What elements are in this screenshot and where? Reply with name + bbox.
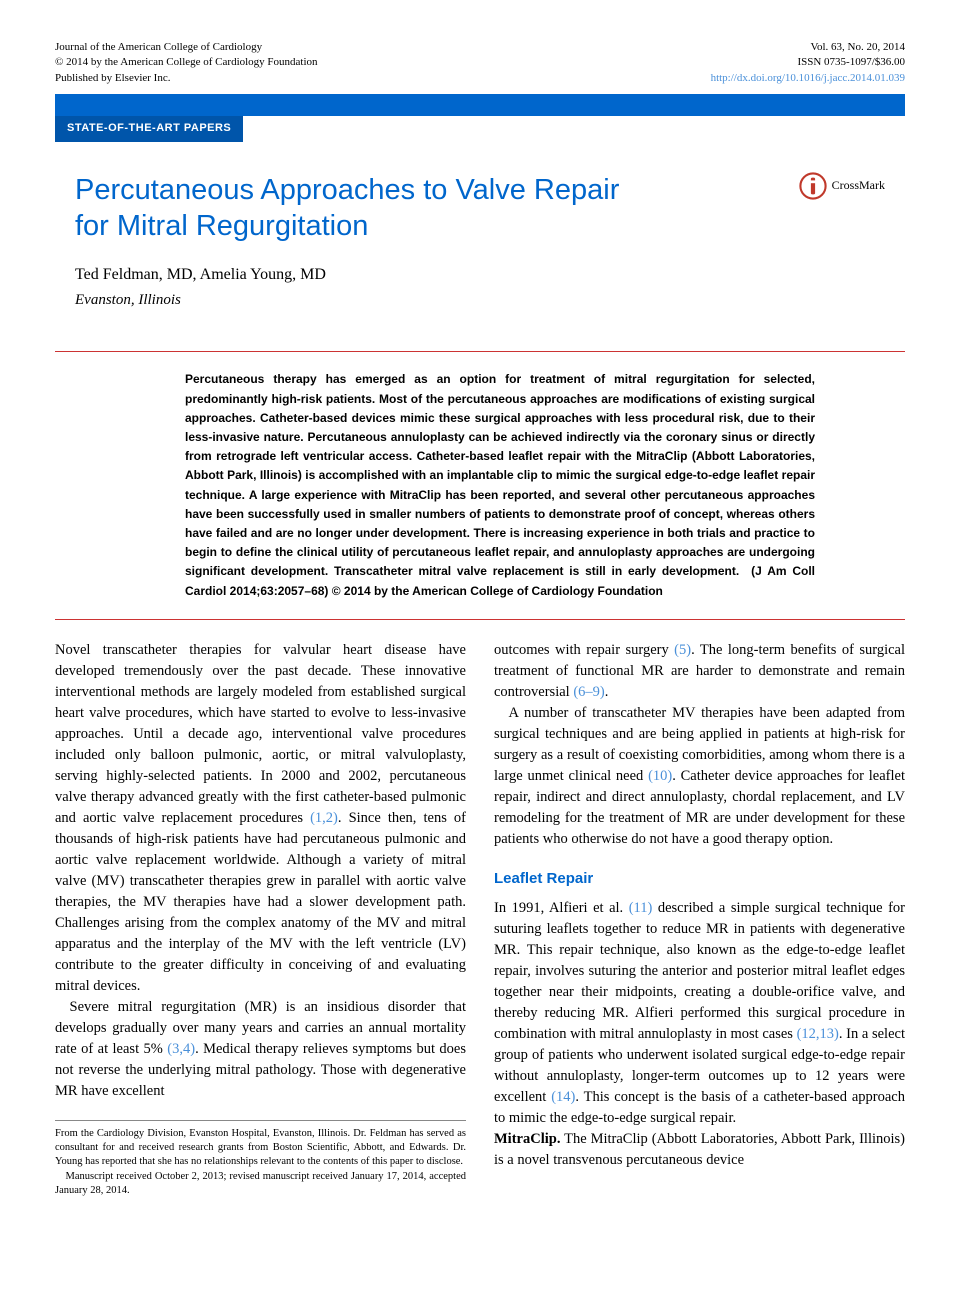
heading-leaflet-repair: Leaflet Repair bbox=[494, 868, 905, 890]
paragraph-4: In 1991, Alfieri et al. (11) described a… bbox=[494, 898, 905, 1129]
page: Journal of the American College of Cardi… bbox=[0, 0, 960, 1238]
title-line-1: Percutaneous Approaches to Valve Repair bbox=[75, 174, 619, 206]
paragraph-3: A number of transcatheter MV therapies h… bbox=[494, 703, 905, 850]
copyright-line: © 2014 by the American College of Cardio… bbox=[55, 55, 318, 70]
ref-5[interactable]: (5) bbox=[674, 642, 691, 658]
ref-6-9[interactable]: (6–9) bbox=[573, 684, 604, 700]
title-line-2: for Mitral Regurgitation bbox=[75, 210, 368, 242]
p4b: described a simple surgical technique fo… bbox=[494, 900, 905, 1042]
p2c: outcomes with repair surgery bbox=[494, 642, 674, 658]
p2e: . bbox=[605, 684, 609, 700]
paragraph-2b: outcomes with repair surgery (5). The lo… bbox=[494, 640, 905, 703]
doi-link[interactable]: http://dx.doi.org/10.1016/j.jacc.2014.01… bbox=[711, 71, 905, 86]
footnote-rule bbox=[55, 1120, 466, 1121]
article-title: Percutaneous Approaches to Valve Repair … bbox=[75, 172, 885, 245]
paragraph-2a: Severe mitral regurgitation (MR) is an i… bbox=[55, 997, 466, 1102]
footnote-dates: Manuscript received October 2, 2013; rev… bbox=[55, 1170, 466, 1198]
p1b: . Since then, tens of thousands of high-… bbox=[55, 810, 466, 994]
footnote-affiliation: From the Cardiology Division, Evanston H… bbox=[55, 1127, 466, 1170]
footnote-block: From the Cardiology Division, Evanston H… bbox=[55, 1120, 466, 1198]
header-right: Vol. 63, No. 20, 2014 ISSN 0735-1097/$36… bbox=[711, 40, 905, 86]
affiliation: Evanston, Illinois bbox=[75, 290, 885, 311]
section-tag: STATE-OF-THE-ART PAPERS bbox=[55, 116, 243, 141]
abstract: Percutaneous therapy has emerged as an o… bbox=[55, 360, 905, 610]
ref-14[interactable]: (14) bbox=[551, 1089, 575, 1105]
p1a: Novel transcatheter therapies for valvul… bbox=[55, 642, 466, 826]
issn-info: ISSN 0735-1097/$36.00 bbox=[711, 55, 905, 70]
blue-header-bar bbox=[55, 94, 905, 116]
crossmark-icon bbox=[799, 172, 827, 200]
run-in-mitraclip: MitraClip. bbox=[494, 1131, 560, 1147]
journal-name: Journal of the American College of Cardi… bbox=[55, 40, 318, 55]
ref-11[interactable]: (11) bbox=[629, 900, 653, 916]
publisher-line: Published by Elsevier Inc. bbox=[55, 71, 318, 86]
title-block: CrossMark Percutaneous Approaches to Val… bbox=[55, 142, 905, 344]
paragraph-5: MitraClip. The MitraClip (Abbott Laborat… bbox=[494, 1129, 905, 1171]
running-header: Journal of the American College of Cardi… bbox=[55, 40, 905, 86]
header-left: Journal of the American College of Cardi… bbox=[55, 40, 318, 86]
ref-3-4[interactable]: (3,4) bbox=[167, 1041, 195, 1057]
body-text: Novel transcatheter therapies for valvul… bbox=[55, 640, 905, 1198]
crossmark-label: CrossMark bbox=[832, 177, 885, 194]
volume-info: Vol. 63, No. 20, 2014 bbox=[711, 40, 905, 55]
rule-top bbox=[55, 351, 905, 352]
ref-1-2[interactable]: (1,2) bbox=[310, 810, 338, 826]
rule-bottom bbox=[55, 619, 905, 620]
ref-10[interactable]: (10) bbox=[648, 768, 672, 784]
ref-12-13[interactable]: (12,13) bbox=[797, 1026, 839, 1042]
crossmark-badge[interactable]: CrossMark bbox=[799, 172, 885, 200]
paragraph-1: Novel transcatheter therapies for valvul… bbox=[55, 640, 466, 997]
p4a: In 1991, Alfieri et al. bbox=[494, 900, 629, 916]
authors: Ted Feldman, MD, Amelia Young, MD bbox=[75, 264, 885, 286]
